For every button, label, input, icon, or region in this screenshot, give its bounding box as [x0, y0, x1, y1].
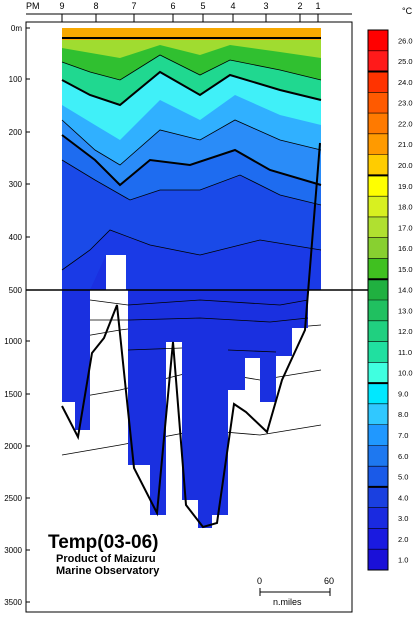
station-label: 1 — [315, 1, 320, 11]
depth-tick-label: 2000 — [4, 442, 22, 451]
colorbar-label: 7.0 — [398, 431, 408, 440]
depth-tick-label: 500 — [9, 286, 23, 295]
colorbar-label: 10.0 — [398, 369, 413, 378]
colorbar-swatch — [368, 424, 388, 446]
chart-subtitle-line-2: Marine Observatory — [56, 565, 160, 577]
station-ticks: 9 8 7 6 5 4 3 2 1 — [26, 1, 352, 22]
colorbar-label: 8.0 — [398, 410, 408, 419]
chart-title: Temp(03-06) — [48, 532, 159, 553]
station-label: 4 — [230, 1, 235, 11]
depth-tick-label: 1000 — [4, 337, 22, 346]
colorbar-label: 26.0 — [398, 36, 413, 45]
colorbar-label: 23.0 — [398, 99, 413, 108]
colorbar-swatch — [368, 50, 388, 72]
colorbar-label: 13.0 — [398, 306, 413, 315]
contour-line — [61, 119, 322, 166]
contour-line — [61, 54, 322, 81]
scale-bar-start: 0 — [257, 576, 262, 586]
chart-subtitle-line-1: Product of Maizuru — [56, 553, 156, 565]
colorbar-swatch — [368, 549, 388, 570]
colorbar-label: 14.0 — [398, 286, 413, 295]
depth-tick-label: 200 — [9, 128, 23, 137]
contour-line — [61, 229, 322, 271]
colorbar-swatch — [368, 300, 388, 321]
colorbar-swatch — [368, 528, 388, 550]
scale-bar-unit: n.miles — [273, 597, 302, 607]
colorbar-label: 9.0 — [398, 389, 408, 398]
colorbar-label: 25.0 — [398, 57, 413, 66]
colorbar-swatch — [368, 403, 388, 425]
colorbar-swatch — [368, 507, 388, 529]
colorbar-swatch — [368, 175, 388, 197]
colorbar-swatch — [368, 320, 388, 342]
colorbar-label: 24.0 — [398, 78, 413, 87]
contour-line — [89, 299, 309, 306]
deep-water-fill — [62, 255, 308, 528]
colorbar-swatch — [368, 258, 388, 280]
colorbar-unit: °C — [402, 6, 413, 16]
colorbar-swatch — [368, 196, 388, 217]
colorbar-swatch — [368, 30, 388, 51]
colorbar-swatch — [368, 154, 388, 176]
seafloor-gap — [106, 255, 126, 290]
depth-tick-label: 1500 — [4, 390, 22, 399]
colorbar-label: 6.0 — [398, 452, 408, 461]
seafloor-profile — [61, 142, 321, 529]
colorbar-label: 12.0 — [398, 327, 413, 336]
lower-section — [62, 255, 309, 528]
colorbar: 26.0 25.0 24.0 23.0 22.0 21.0 20.0 19.0 18.0 17.0… — [367, 29, 413, 571]
depth-tick-label: 0m — [11, 24, 22, 33]
scale-bar: 0 60 n.miles — [257, 576, 334, 607]
colorbar-swatch — [368, 237, 388, 259]
colorbar-swatch — [368, 71, 388, 93]
depth-tick-label: 3500 — [4, 598, 22, 607]
colorbar-label: 21.0 — [398, 140, 413, 149]
colorbar-label: 3.0 — [398, 514, 408, 523]
depth-labels: 0m 100 200 300 400 500 1000 1500 2000 2500 3000 350… — [4, 24, 30, 607]
colorbar-label: 20.0 — [398, 161, 413, 170]
station-label: 3 — [263, 1, 268, 11]
colorbar-label: 19.0 — [398, 182, 413, 191]
colorbar-label: 2.0 — [398, 535, 408, 544]
depth-tick-label: 300 — [9, 180, 23, 189]
colorbar-swatch — [368, 216, 388, 238]
station-label: 2 — [297, 1, 302, 11]
colorbar-label: 16.0 — [398, 244, 413, 253]
scale-bar-end: 60 — [324, 576, 334, 586]
depth-tick-label: 400 — [9, 233, 23, 242]
colorbar-swatch — [368, 383, 388, 404]
contour-line — [61, 70, 322, 107]
colorbar-swatch — [368, 133, 388, 155]
colorbar-label: 5.0 — [398, 473, 408, 482]
station-label: 8 — [93, 1, 98, 11]
colorbar-label: 4.0 — [398, 493, 408, 502]
colorbar-swatch — [368, 113, 388, 134]
colorbar-label: 1.0 — [398, 556, 408, 565]
station-label: 5 — [200, 1, 205, 11]
station-axis-label: PM — [26, 1, 40, 11]
station-label: 9 — [59, 1, 64, 11]
colorbar-swatch — [368, 92, 388, 114]
colorbar-swatch — [368, 466, 388, 487]
colorbar-label: 11.0 — [398, 348, 412, 357]
station-label: 6 — [170, 1, 175, 11]
colorbar-label: 18.0 — [398, 203, 413, 212]
colorbar-swatch — [368, 279, 388, 300]
upper-section — [61, 28, 322, 456]
contour-line — [61, 159, 322, 206]
depth-tick-label: 3000 — [4, 546, 22, 555]
colorbar-swatch — [368, 445, 388, 467]
depth-tick-label: 100 — [9, 75, 23, 84]
colorbar-swatch — [368, 486, 388, 508]
colorbar-label: 17.0 — [398, 223, 413, 232]
contour-line — [61, 134, 322, 187]
contour-line — [90, 317, 309, 323]
colorbar-label: 22.0 — [398, 119, 413, 128]
colorbar-label: 15.0 — [398, 265, 413, 274]
colorbar-swatch — [368, 362, 388, 384]
colorbar-swatch — [368, 341, 388, 363]
depth-tick-label: 2500 — [4, 494, 22, 503]
station-label: 7 — [131, 1, 136, 11]
